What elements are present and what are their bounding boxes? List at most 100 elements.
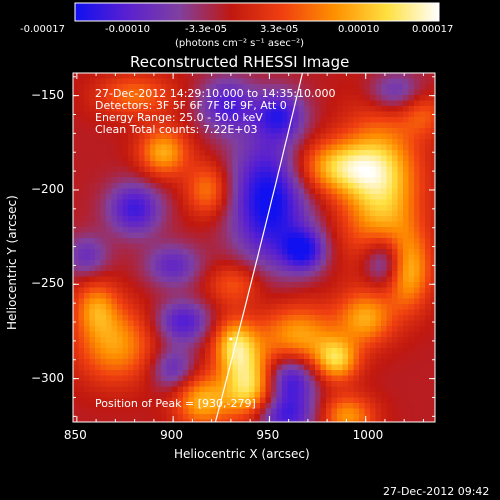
heatmap-cell (205, 73, 211, 79)
heatmap-cell (326, 194, 332, 200)
heatmap-cell (386, 353, 393, 360)
heatmap-cell (111, 232, 118, 239)
heatmap-cell (161, 183, 167, 189)
heatmap-cell (276, 348, 283, 354)
heatmap-cell (95, 419, 101, 422)
heatmap-cell (425, 139, 431, 145)
heatmap-cell (95, 414, 101, 420)
heatmap-cell (403, 364, 409, 371)
heatmap-cell (128, 359, 134, 365)
heatmap-cell (133, 254, 140, 261)
heatmap-cell (238, 84, 244, 90)
heatmap-cell (337, 95, 343, 101)
heatmap-cell (111, 73, 118, 79)
heatmap-cell (430, 100, 435, 107)
heatmap-cell (227, 150, 233, 156)
heatmap-cell (133, 419, 140, 422)
heatmap-cell (298, 199, 305, 206)
heatmap-cell (238, 155, 244, 162)
heatmap-cell (370, 342, 376, 349)
heatmap-cell (100, 337, 107, 343)
heatmap-cell (133, 117, 140, 123)
heatmap-cell (381, 287, 387, 294)
heatmap-cell (205, 309, 211, 316)
heatmap-cell (364, 353, 371, 360)
heatmap-cell (381, 111, 387, 118)
heatmap-cell (359, 95, 365, 101)
heatmap-cell (408, 227, 415, 233)
heatmap-cell (386, 260, 393, 266)
heatmap-cell (122, 227, 129, 233)
heatmap-cell (271, 353, 277, 360)
heatmap-cell (337, 172, 343, 178)
heatmap-cell (326, 199, 332, 206)
heatmap-cell (326, 364, 332, 371)
solar-limb-line (214, 73, 304, 422)
heatmap-cell (425, 221, 431, 228)
heatmap-cell (353, 249, 360, 255)
heatmap-cell (425, 298, 431, 305)
heatmap-cell (84, 419, 90, 422)
heatmap-cell (210, 419, 217, 422)
heatmap-cell (326, 337, 332, 343)
heatmap-cell (403, 73, 409, 79)
heatmap-cell (194, 199, 200, 206)
heatmap-cell (194, 188, 200, 195)
heatmap-cell (397, 183, 404, 189)
heatmap-cell (304, 150, 310, 156)
heatmap-cell (95, 111, 101, 118)
heatmap-cell (287, 386, 294, 393)
heatmap-cell (161, 309, 167, 316)
heatmap-cell (205, 188, 211, 195)
heatmap-cell (309, 249, 316, 255)
heatmap-cell (166, 342, 173, 349)
heatmap-cell (117, 397, 123, 404)
heatmap-cell (100, 392, 107, 398)
heatmap-cell (227, 254, 233, 261)
heatmap-cell (188, 397, 195, 404)
heatmap-cell (320, 370, 327, 376)
heatmap-cell (425, 386, 431, 393)
heatmap-cell (397, 287, 404, 294)
heatmap-cell (337, 397, 343, 404)
heatmap-cell (161, 293, 167, 299)
heatmap-cell (210, 238, 217, 244)
heatmap-cell (315, 271, 321, 277)
heatmap-cell (309, 117, 316, 123)
heatmap-cell (419, 320, 426, 327)
heatmap-cell (150, 78, 156, 85)
heatmap-cell (342, 128, 349, 134)
heatmap-cell (386, 106, 393, 112)
heatmap-cell (348, 370, 354, 376)
heatmap-cell (304, 254, 310, 261)
heatmap-cell (210, 408, 217, 415)
heatmap-cell (271, 254, 277, 261)
heatmap-cell (161, 364, 167, 371)
heatmap-cell (392, 177, 398, 184)
heatmap-cell (309, 370, 316, 376)
heatmap-cell (298, 221, 305, 228)
heatmap-cell (304, 183, 310, 189)
heatmap-cell (309, 89, 316, 96)
heatmap-cell (238, 183, 244, 189)
heatmap-cell (117, 403, 123, 409)
heatmap-cell (243, 100, 250, 107)
heatmap-cell (315, 117, 321, 123)
heatmap-cell (194, 73, 200, 79)
heatmap-cell (221, 331, 228, 338)
heatmap-cell (183, 265, 189, 272)
heatmap-cell (425, 331, 431, 338)
heatmap-cell (370, 95, 376, 101)
heatmap-cell (150, 122, 156, 129)
heatmap-cell (111, 150, 118, 156)
heatmap-cell (161, 139, 167, 145)
heatmap-cell (293, 260, 299, 266)
heatmap-cell (73, 232, 79, 239)
heatmap-cell (348, 221, 354, 228)
heatmap-cell (78, 309, 85, 316)
heatmap-cell (320, 144, 327, 151)
heatmap-cell (89, 419, 96, 422)
heatmap-cell (337, 282, 343, 288)
heatmap-cell (133, 265, 140, 272)
heatmap-cell (315, 386, 321, 393)
